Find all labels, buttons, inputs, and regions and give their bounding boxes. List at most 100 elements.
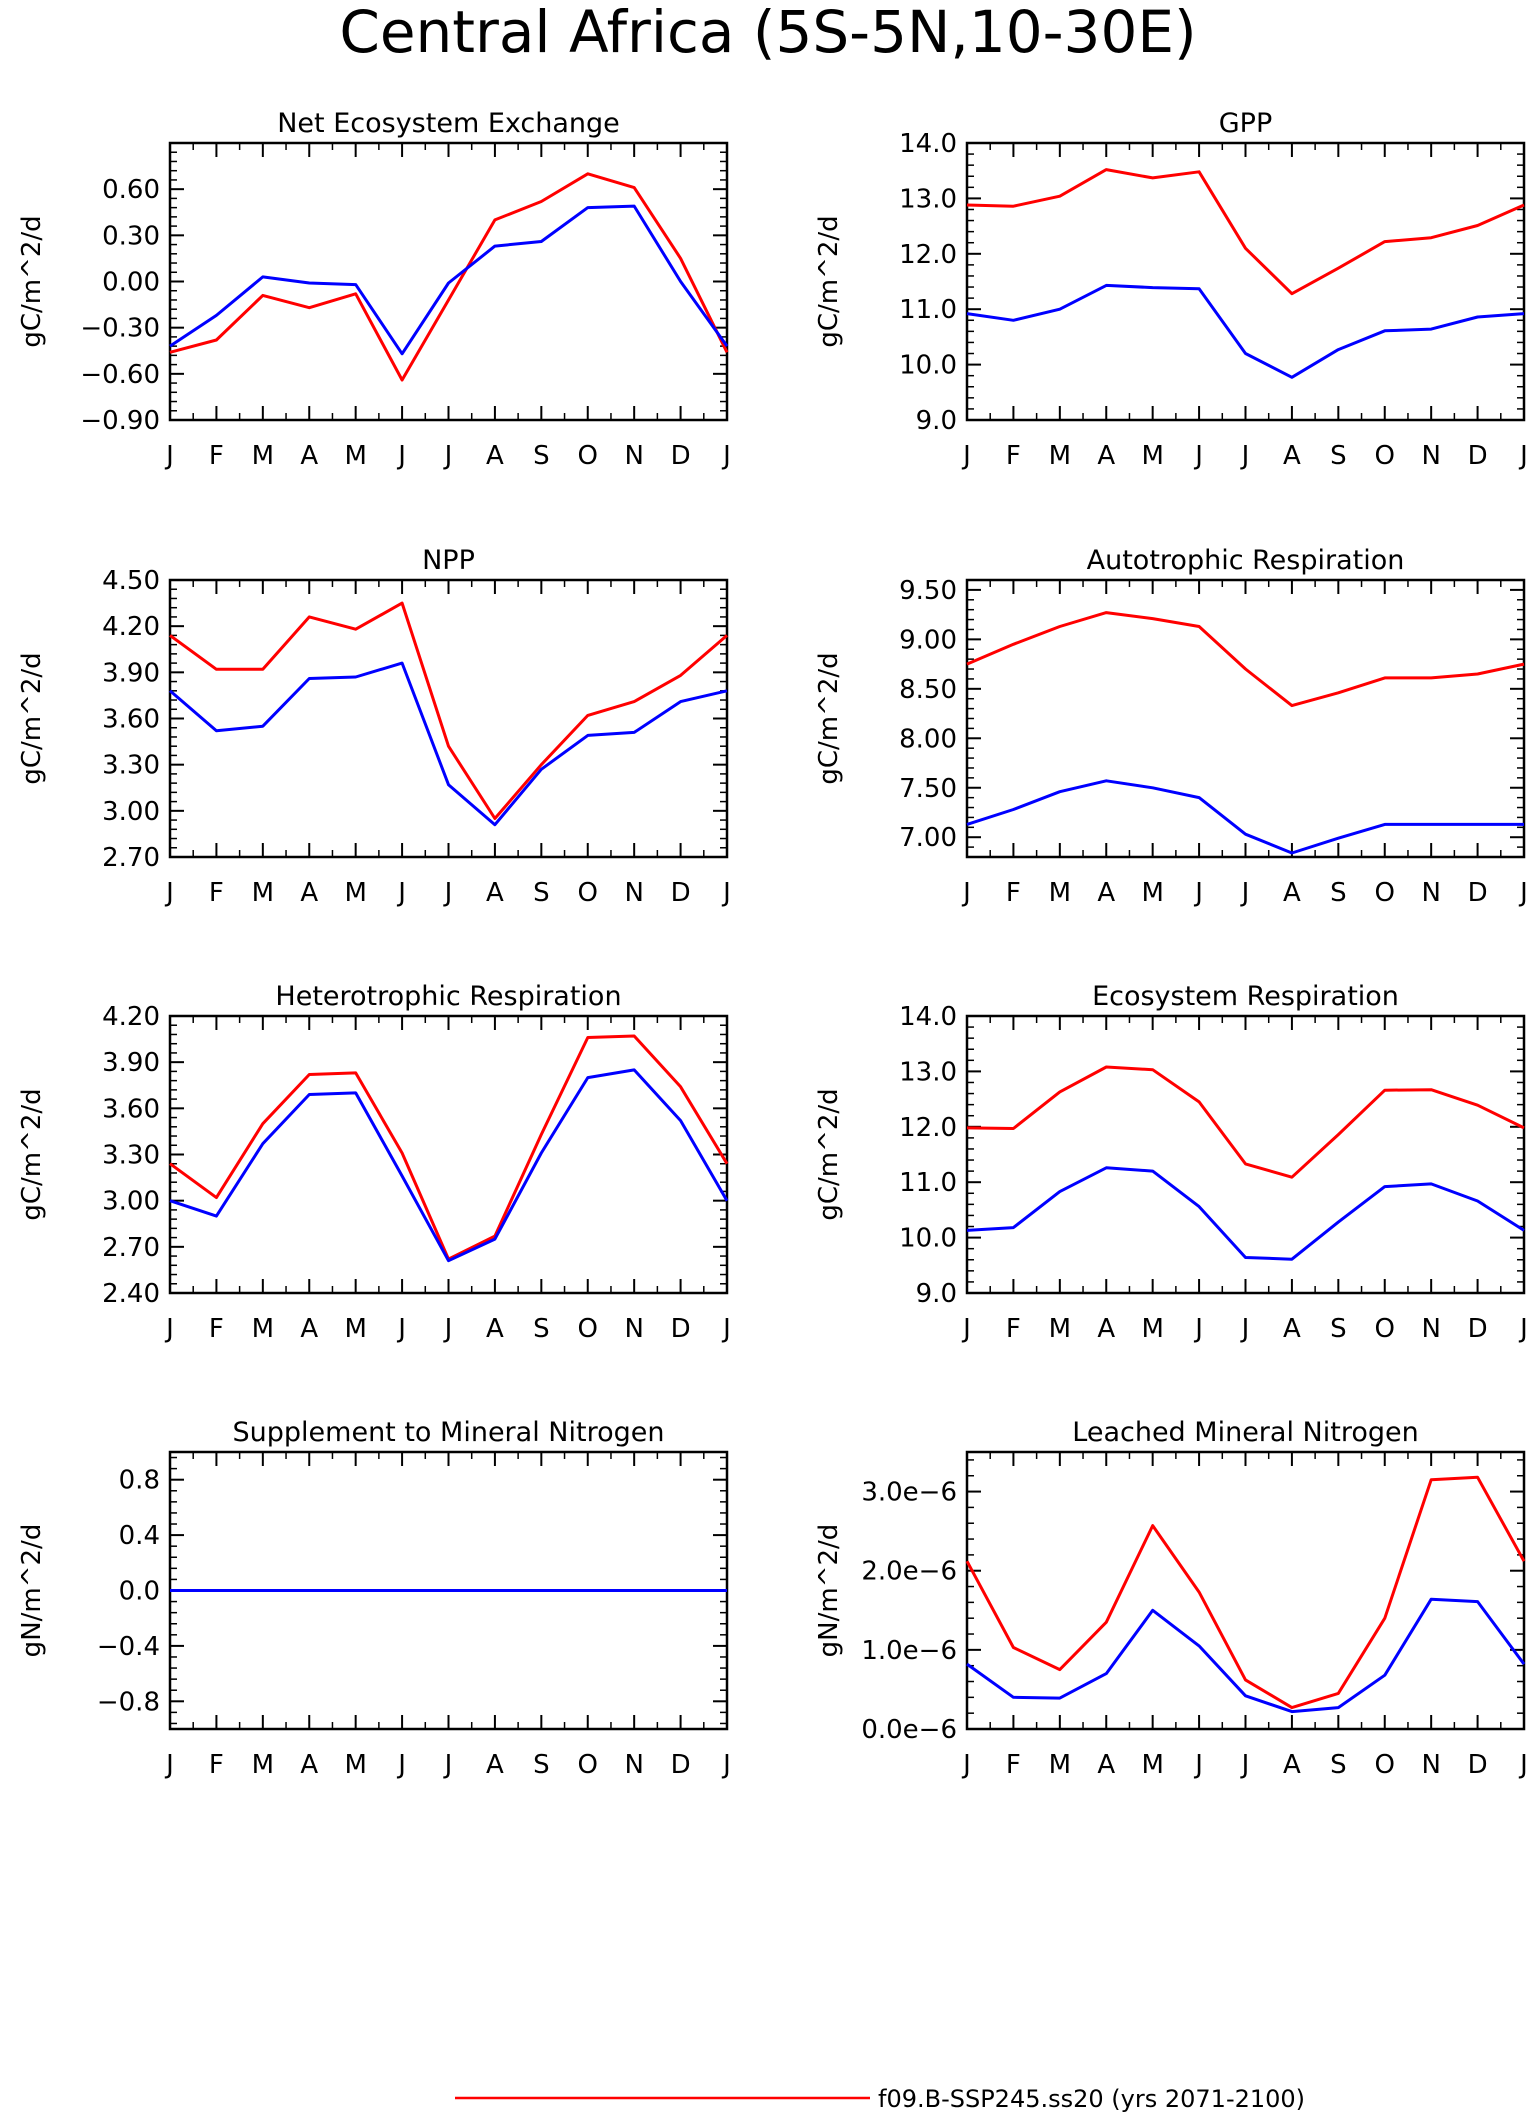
y-tick-label: 0.60 — [102, 175, 160, 205]
x-tick-label: N — [624, 878, 643, 908]
x-tick-label: F — [209, 441, 224, 471]
y-tick-label: 13.0 — [899, 184, 957, 214]
y-axis-label: gC/m^2/d — [17, 652, 47, 784]
x-tick-label: J — [961, 1314, 971, 1344]
y-tick-label: 3.90 — [102, 1048, 160, 1078]
x-tick-label: M — [1141, 1750, 1163, 1780]
y-axis-label: gN/m^2/d — [814, 1524, 844, 1658]
x-tick-label: A — [1097, 1750, 1115, 1780]
x-tick-label: D — [671, 1750, 691, 1780]
x-tick-label: A — [1283, 441, 1301, 471]
x-tick-label: D — [1468, 878, 1488, 908]
series-line-red — [169, 1034, 729, 1261]
x-tick-label: J — [1518, 1314, 1528, 1344]
series-line-blue — [169, 204, 729, 356]
y-tick-label: 10.0 — [899, 351, 957, 381]
y-tick-label: 2.40 — [102, 1279, 160, 1309]
y-tick-label: 1.0e−6 — [861, 1636, 957, 1666]
x-tick-label: O — [578, 1314, 598, 1344]
y-tick-label: 3.00 — [102, 1187, 160, 1217]
series-line-red — [965, 1475, 1526, 1710]
x-tick-label: N — [1421, 441, 1440, 471]
x-tick-label: S — [533, 1314, 550, 1344]
x-tick-label: D — [671, 441, 691, 471]
x-tick-label: A — [1097, 878, 1115, 908]
panel-title: NPP — [422, 545, 475, 576]
x-tick-label: D — [1468, 1314, 1488, 1344]
x-tick-label: O — [1375, 1750, 1395, 1780]
x-tick-label: J — [1518, 1750, 1528, 1780]
x-tick-label: J — [443, 878, 453, 908]
x-tick-label: J — [1240, 878, 1250, 908]
x-tick-label: F — [209, 1750, 224, 1780]
y-tick-label: 4.20 — [102, 612, 160, 642]
series-line-red — [966, 611, 1525, 708]
plot-frame — [168, 1014, 729, 1295]
x-tick-label: J — [961, 1750, 971, 1780]
x-tick-label: M — [1049, 878, 1071, 908]
x-tick-label: A — [1097, 1314, 1115, 1344]
x-tick-label: M — [252, 1314, 274, 1344]
x-tick-label: S — [1330, 878, 1347, 908]
legend: f09.B-SSP245.ss20 (yrs 2071-2100) — [455, 2085, 1305, 2113]
plot-frame — [965, 1450, 1526, 1731]
x-tick-label: M — [344, 441, 366, 471]
x-tick-label: A — [486, 878, 504, 908]
x-tick-label: J — [164, 1314, 174, 1344]
panel-title: Leached Mineral Nitrogen — [1072, 1417, 1418, 1448]
y-axis-label: gC/m^2/d — [17, 215, 47, 347]
y-tick-label: 3.60 — [102, 1094, 160, 1124]
x-tick-label: J — [396, 1314, 406, 1344]
x-tick-label: D — [1468, 441, 1488, 471]
x-tick-label: N — [624, 1750, 643, 1780]
x-tick-label: J — [721, 1750, 731, 1780]
y-tick-label: 0.0e−6 — [861, 1715, 957, 1745]
y-tick-label: 9.0 — [916, 1279, 957, 1309]
y-tick-label: 14.0 — [899, 129, 957, 159]
series-line-red — [966, 168, 1525, 296]
y-axis-label: gC/m^2/d — [814, 1088, 844, 1220]
x-tick-label: J — [396, 1750, 406, 1780]
x-tick-label: J — [721, 1314, 731, 1344]
x-tick-label: M — [1141, 1314, 1163, 1344]
x-tick-label: M — [344, 878, 366, 908]
x-tick-label: J — [1518, 878, 1528, 908]
x-tick-label: F — [209, 878, 224, 908]
series-line-blue — [966, 1597, 1526, 1714]
y-tick-label: 0.8 — [119, 1466, 160, 1496]
x-tick-label: M — [252, 441, 274, 471]
plot-frame — [965, 1014, 1526, 1295]
x-tick-label: F — [1006, 1314, 1021, 1344]
y-tick-label: 4.20 — [102, 1002, 160, 1032]
x-tick-label: J — [1193, 878, 1203, 908]
x-tick-label: A — [300, 1314, 318, 1344]
y-tick-label: 3.90 — [102, 658, 160, 688]
y-tick-label: −0.90 — [80, 406, 160, 436]
x-tick-label: A — [1283, 878, 1301, 908]
series-line-red — [169, 601, 728, 820]
y-axis-label: gN/m^2/d — [17, 1524, 47, 1658]
x-tick-label: F — [209, 1314, 224, 1344]
x-tick-label: J — [396, 878, 406, 908]
y-tick-label: −0.60 — [80, 360, 160, 390]
x-tick-label: O — [1375, 441, 1395, 471]
y-tick-label: 2.70 — [102, 843, 160, 873]
plot-frame — [965, 578, 1526, 859]
x-tick-label: F — [1006, 878, 1021, 908]
y-tick-label: 11.0 — [899, 295, 957, 325]
panel-title: Ecosystem Respiration — [1092, 981, 1399, 1012]
y-axis-label: gC/m^2/d — [814, 215, 844, 347]
y-tick-label: 3.30 — [102, 1141, 160, 1171]
y-tick-label: −0.4 — [97, 1632, 160, 1662]
panel-title: GPP — [1219, 108, 1273, 139]
y-tick-label: 11.0 — [899, 1168, 957, 1198]
x-tick-label: S — [1330, 1314, 1347, 1344]
x-tick-label: O — [578, 1750, 598, 1780]
x-tick-label: J — [1240, 1750, 1250, 1780]
x-tick-label: A — [300, 878, 318, 908]
x-tick-label: D — [671, 1314, 691, 1344]
x-tick-label: A — [486, 1750, 504, 1780]
